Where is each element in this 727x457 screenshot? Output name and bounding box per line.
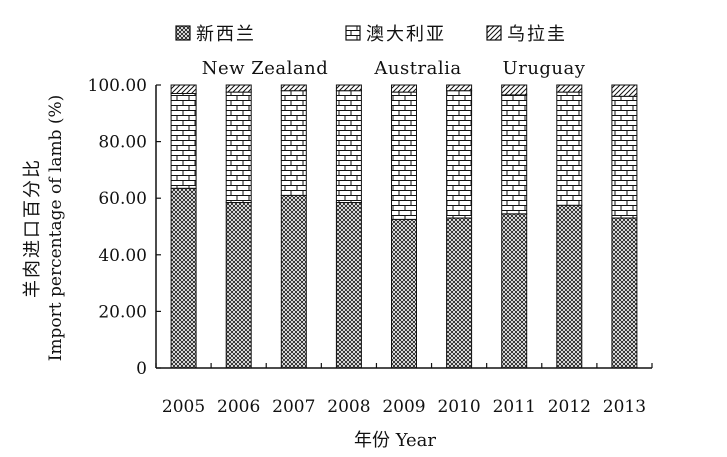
bar-2008-series-3 bbox=[335, 84, 362, 92]
legend-label-en-1: New Zealand bbox=[202, 58, 329, 79]
x-tick-label: 2007 bbox=[272, 397, 315, 417]
bar-2007-series-1 bbox=[280, 194, 307, 369]
legend-label-cn-3: 乌拉圭 bbox=[507, 24, 567, 45]
legend-label-cn-2: 澳大利亚 bbox=[366, 24, 446, 45]
y-tick-label: 0 bbox=[136, 359, 147, 379]
y-tick-label: 80.00 bbox=[98, 133, 147, 153]
x-tick-label: 2005 bbox=[162, 397, 205, 417]
bar-2006-series-3 bbox=[225, 84, 252, 93]
bar-2011-series-1 bbox=[501, 213, 528, 369]
y-axis-title-cn: 羊肉进口百分比 bbox=[22, 158, 43, 298]
x-tick-label: 2006 bbox=[217, 397, 260, 417]
bar-2010-series-2 bbox=[446, 90, 473, 219]
legend-label-en-2: Australia bbox=[373, 58, 461, 79]
legend-swatch-2 bbox=[345, 25, 361, 41]
legend-label-cn-1: 新西兰 bbox=[196, 24, 256, 45]
x-tick-label: 2013 bbox=[603, 397, 646, 417]
x-tick-label: 2009 bbox=[382, 397, 425, 417]
y-tick-label: 60.00 bbox=[98, 189, 147, 209]
y-tick-label: 20.00 bbox=[98, 302, 147, 322]
axes-group: 0 20.00 40.00 60.00 80.00 100.00 2005 2006 2007 2… bbox=[88, 76, 653, 417]
bar-2006-series-1 bbox=[225, 201, 252, 369]
bar-2010-series-3 bbox=[446, 84, 473, 92]
bar-2012-series-1 bbox=[556, 204, 583, 369]
legend: 新西兰 New Zealand 澳大利亚 Australia 乌拉圭 Uruguay bbox=[175, 24, 586, 79]
x-tick-label: 2012 bbox=[548, 397, 591, 417]
bar-2009-series-3 bbox=[391, 84, 417, 93]
bar-2013-series-3 bbox=[611, 84, 638, 97]
y-tick-label: 100.00 bbox=[88, 76, 147, 96]
x-axis-title: 年份 Year bbox=[354, 430, 436, 451]
y-axis-title-en: Import percentage of lamb (%) bbox=[46, 95, 66, 362]
bar-2012-series-3 bbox=[556, 84, 583, 93]
bar-2005-series-1 bbox=[170, 187, 197, 369]
bar-2011-series-2 bbox=[501, 94, 528, 215]
legend-label-en-3: Uruguay bbox=[503, 58, 586, 79]
bar-2008-series-1 bbox=[335, 201, 362, 369]
bar-2009-series-2 bbox=[391, 91, 417, 220]
bars-group bbox=[170, 84, 638, 369]
bar-2007-series-2 bbox=[280, 90, 307, 196]
bar-2012-series-2 bbox=[556, 91, 583, 206]
bar-2005-series-3 bbox=[170, 84, 197, 94]
bar-2009-series-1 bbox=[391, 218, 417, 369]
bar-2013-series-1 bbox=[611, 217, 638, 369]
bar-2011-series-3 bbox=[501, 84, 528, 96]
legend-swatch-1 bbox=[175, 25, 191, 41]
bar-2008-series-2 bbox=[335, 90, 362, 203]
y-tick-label: 40.00 bbox=[98, 246, 147, 266]
bar-2005-series-2 bbox=[170, 93, 197, 189]
bar-2010-series-1 bbox=[446, 217, 473, 369]
x-tick-label: 2008 bbox=[327, 397, 370, 417]
x-tick-label: 2010 bbox=[437, 397, 480, 417]
x-tick-label: 2011 bbox=[493, 397, 536, 417]
legend-swatch-3 bbox=[486, 25, 502, 41]
bar-2007-series-3 bbox=[280, 84, 307, 92]
bar-2013-series-2 bbox=[611, 95, 638, 219]
bar-2006-series-2 bbox=[225, 91, 252, 203]
